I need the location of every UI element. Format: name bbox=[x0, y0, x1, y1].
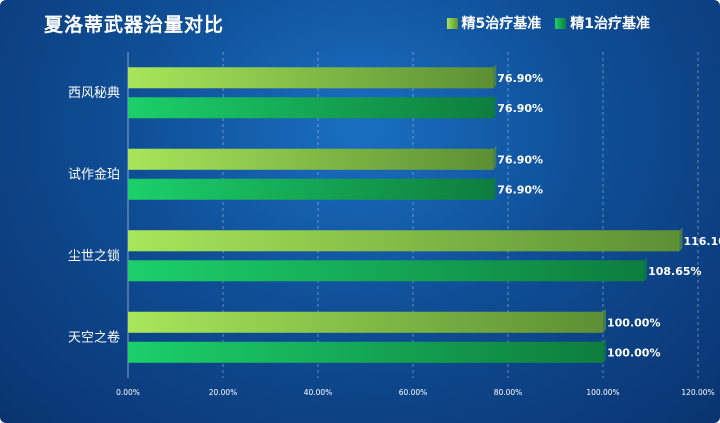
bar bbox=[128, 67, 494, 89]
category-label: 尘世之锁 bbox=[68, 248, 120, 264]
category-label: 西风秘典 bbox=[68, 86, 120, 101]
x-tick-label: 120.00% bbox=[681, 388, 714, 397]
bar bbox=[128, 148, 494, 170]
x-tick-label: 0.00% bbox=[116, 388, 140, 397]
legend-label-series-0: 精5治疗基准 bbox=[461, 16, 542, 32]
x-tick-label: 80.00% bbox=[494, 388, 523, 397]
bar bbox=[128, 178, 494, 200]
x-tick-label: 40.00% bbox=[304, 388, 333, 397]
data-label: 116.10% bbox=[683, 235, 720, 248]
bar bbox=[128, 260, 645, 282]
data-label: 76.90% bbox=[497, 102, 543, 115]
chart-title: 夏洛蒂武器治量对比 bbox=[44, 14, 225, 36]
legend-swatch-series-1 bbox=[555, 17, 567, 29]
data-label: 76.90% bbox=[497, 72, 543, 85]
legend-item-series-1: 精1治疗基准 bbox=[555, 13, 650, 33]
legend-label-series-1: 精1治疗基准 bbox=[570, 16, 650, 32]
bar bbox=[128, 341, 603, 363]
category-label: 试作金珀 bbox=[68, 166, 120, 182]
data-label: 100.00% bbox=[607, 346, 660, 359]
bar bbox=[128, 97, 494, 119]
bar bbox=[128, 230, 680, 252]
x-tick-label: 20.00% bbox=[209, 388, 238, 397]
legend-item-series-0: 精5治疗基准 bbox=[446, 13, 542, 33]
data-label: 108.65% bbox=[648, 265, 701, 278]
data-label: 76.90% bbox=[497, 183, 543, 196]
category-label: 天空之卷 bbox=[68, 329, 120, 345]
x-tick-label: 100.00% bbox=[586, 388, 619, 397]
x-tick-label: 60.00% bbox=[399, 388, 428, 397]
data-label: 100.00% bbox=[607, 316, 660, 329]
legend-swatch-series-0 bbox=[446, 17, 458, 29]
data-label: 76.90% bbox=[497, 153, 543, 166]
legend: 精5治疗基准 精1治疗基准 bbox=[446, 13, 650, 33]
bar bbox=[128, 311, 603, 333]
